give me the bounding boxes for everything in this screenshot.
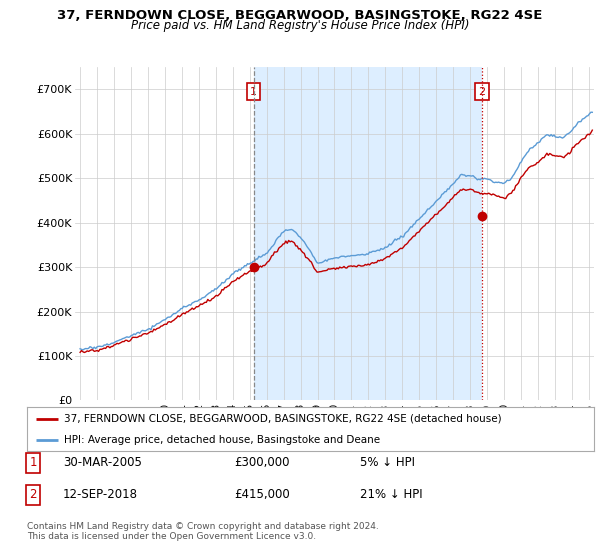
Text: 30-MAR-2005: 30-MAR-2005 bbox=[63, 456, 142, 469]
Text: Price paid vs. HM Land Registry's House Price Index (HPI): Price paid vs. HM Land Registry's House … bbox=[131, 19, 469, 32]
Text: 21% ↓ HPI: 21% ↓ HPI bbox=[360, 488, 422, 501]
Text: 37, FERNDOWN CLOSE, BEGGARWOOD, BASINGSTOKE, RG22 4SE: 37, FERNDOWN CLOSE, BEGGARWOOD, BASINGST… bbox=[58, 9, 542, 22]
Bar bbox=[254, 67, 482, 400]
Text: 1: 1 bbox=[250, 87, 257, 97]
Text: 2: 2 bbox=[478, 87, 485, 97]
Text: 1: 1 bbox=[29, 456, 37, 469]
Text: 5% ↓ HPI: 5% ↓ HPI bbox=[360, 456, 415, 469]
Text: 37, FERNDOWN CLOSE, BEGGARWOOD, BASINGSTOKE, RG22 4SE (detached house): 37, FERNDOWN CLOSE, BEGGARWOOD, BASINGST… bbox=[64, 414, 502, 424]
Text: £415,000: £415,000 bbox=[234, 488, 290, 501]
Text: 12-SEP-2018: 12-SEP-2018 bbox=[63, 488, 138, 501]
Text: £300,000: £300,000 bbox=[234, 456, 290, 469]
Text: 2: 2 bbox=[29, 488, 37, 501]
Text: Contains HM Land Registry data © Crown copyright and database right 2024.
This d: Contains HM Land Registry data © Crown c… bbox=[27, 522, 379, 542]
Text: HPI: Average price, detached house, Basingstoke and Deane: HPI: Average price, detached house, Basi… bbox=[64, 435, 380, 445]
